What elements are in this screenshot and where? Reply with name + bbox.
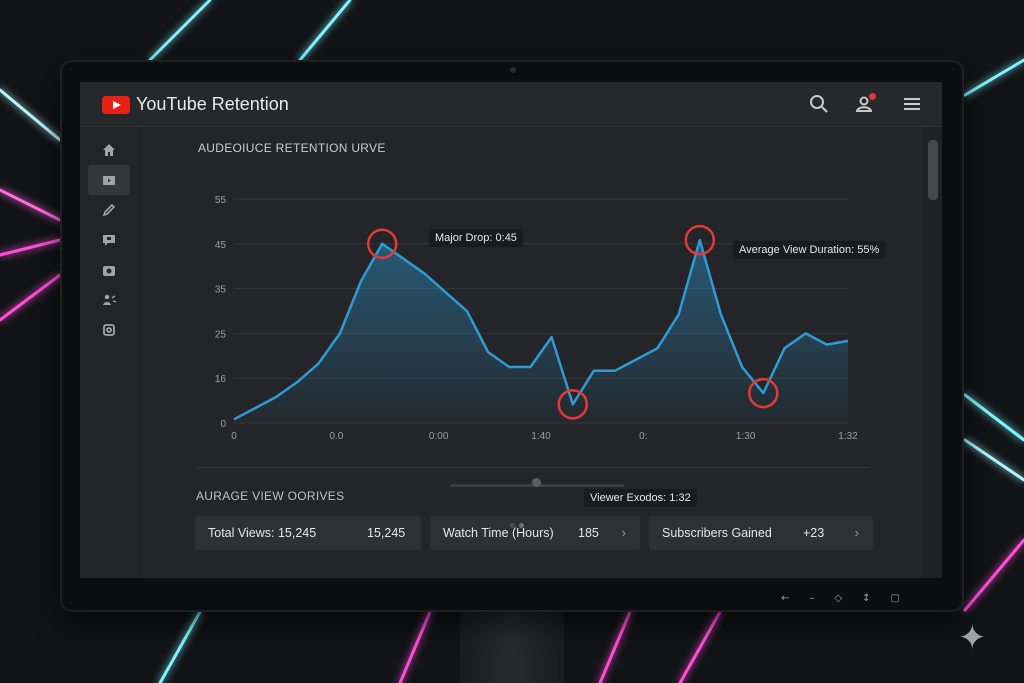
notification-badge [869,93,876,100]
y-tick-label: 25 [215,329,227,340]
page-dot[interactable] [510,523,515,528]
main-content: AUDEOIUCE RETENTION URVE 0 16 25 35 45 55 0 0.0… [142,127,922,578]
x-tick-label: 1:40 [531,431,551,442]
sidebar-item-camera[interactable] [88,255,130,285]
camera-icon [103,266,115,276]
callout-average-view-duration: Average View Duration: 55% [733,241,886,259]
section-divider [196,467,870,468]
settings-icon [103,324,115,336]
retention-line [233,238,849,421]
y-tick-label: 35 [215,285,227,296]
monitor-input-button[interactable]: ◇ [834,593,843,604]
y-tick-label: 55 [215,195,227,206]
monitor-minus-button[interactable]: – [809,593,815,604]
callout-viewer-exodus: Viewer Exodos: 1:32 [584,489,697,507]
x-tick-label: 0: [639,431,647,442]
menu-icon[interactable] [900,92,924,116]
stat-label: Total Views: 15,245 [208,526,317,540]
summary-title: AURAGE VIEW OORIVES [196,489,345,503]
chevron-right-icon: › [621,525,626,540]
monitor-power-button[interactable]: ▢ [890,593,900,604]
youtube-logo-icon [102,96,130,114]
y-tick-label: 0 [220,419,226,430]
stat-card-total-views[interactable]: Total Views: 15,245 15,245 [195,516,421,550]
page-indicator [510,523,524,528]
sidebar-item-settings[interactable] [88,315,130,345]
comment-icon [103,235,115,246]
y-tick-label: 45 [215,240,227,251]
monitor-stand [460,605,564,683]
chevron-right-icon: › [854,525,859,540]
sidebar [80,127,140,578]
retention-chart: 0 16 25 35 45 55 0 0.0 0:00 1:40 0: 1:30 1:32 [215,195,858,442]
monitor-back-button[interactable]: ← [781,593,790,604]
monitor-adjust-button[interactable]: ↕ [862,593,871,604]
retention-area [234,240,848,423]
app-title: YouTube Retention [136,94,289,114]
y-tick-label: 16 [215,374,227,385]
stat-value: 185 [578,526,599,540]
sidebar-item-comments[interactable] [88,225,130,255]
highlight-marker [748,377,779,409]
x-tick-label: 1:32 [838,431,858,442]
search-icon[interactable] [807,92,831,116]
stat-card-watch-time[interactable]: Watch Time (Hours) 185 › [430,516,640,550]
account-icon[interactable] [852,92,876,116]
highlight-marker [684,224,716,256]
highlight-marker [366,228,398,260]
x-tick-label: 1:30 [736,431,756,442]
x-tick-label: 0.0 [329,431,343,442]
monitor-controls: ← – ◇ ↕ ▢ [781,593,900,604]
stat-card-subscribers[interactable]: Subscribers Gained +23 › [649,516,873,550]
edit-icon [102,203,116,217]
app-window: YouTube Retention [80,82,942,578]
x-tick-label: 0:00 [429,431,449,442]
page-dot-active[interactable] [519,523,524,528]
home-icon [103,144,115,156]
sidebar-item-people[interactable] [88,285,130,315]
stat-value: +23 [803,526,825,540]
timeline-slider-thumb[interactable] [532,478,541,487]
people-icon [103,294,117,305]
scrollbar[interactable] [928,140,938,200]
stat-label: Watch Time (Hours) [443,526,554,540]
highlight-marker [557,389,589,420]
top-bar: YouTube Retention [80,82,942,127]
sidebar-item-edit[interactable] [88,195,130,225]
stat-value: 15,245 [367,526,406,540]
webcam-dot [510,67,516,73]
sparkle-icon: ✦ [958,619,987,657]
chart-title: AUDEOIUCE RETENTION URVE [198,141,386,155]
monitor: YouTube Retention [62,62,962,610]
sidebar-item-home[interactable] [88,135,130,165]
video-icon [103,176,115,185]
stat-label: Subscribers Gained [662,526,772,540]
callout-major-drop: Major Drop: 0:45 [429,229,523,247]
x-tick-label: 0 [231,431,237,442]
sidebar-item-content[interactable] [88,165,130,195]
